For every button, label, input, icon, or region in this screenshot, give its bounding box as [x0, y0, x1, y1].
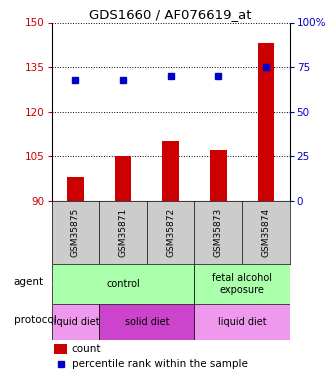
Bar	[67, 177, 84, 201]
Text: GSM35871: GSM35871	[119, 208, 128, 257]
Text: percentile rank within the sample: percentile rank within the sample	[72, 359, 248, 369]
Text: liquid diet: liquid diet	[51, 317, 100, 327]
Bar	[52, 304, 99, 339]
Bar	[115, 156, 132, 201]
Text: control: control	[106, 279, 140, 289]
Text: GSM35874: GSM35874	[261, 208, 270, 257]
Bar	[194, 264, 290, 304]
Text: agent: agent	[14, 277, 44, 287]
Text: GSM35873: GSM35873	[214, 208, 223, 257]
Bar	[52, 264, 194, 304]
Text: count: count	[72, 344, 101, 354]
Text: solid diet: solid diet	[125, 317, 169, 327]
Bar	[194, 304, 290, 339]
Bar	[54, 344, 67, 354]
Text: protocol: protocol	[14, 315, 56, 325]
Bar	[99, 304, 194, 339]
Title: GDS1660 / AF076619_at: GDS1660 / AF076619_at	[90, 8, 252, 21]
Text: liquid diet: liquid diet	[218, 317, 266, 327]
Bar	[210, 150, 227, 201]
Text: fetal alcohol
exposure: fetal alcohol exposure	[212, 273, 272, 295]
Text: GSM35872: GSM35872	[166, 208, 175, 257]
Text: GSM35875: GSM35875	[71, 208, 80, 257]
Bar	[257, 43, 274, 201]
Bar	[162, 141, 179, 201]
